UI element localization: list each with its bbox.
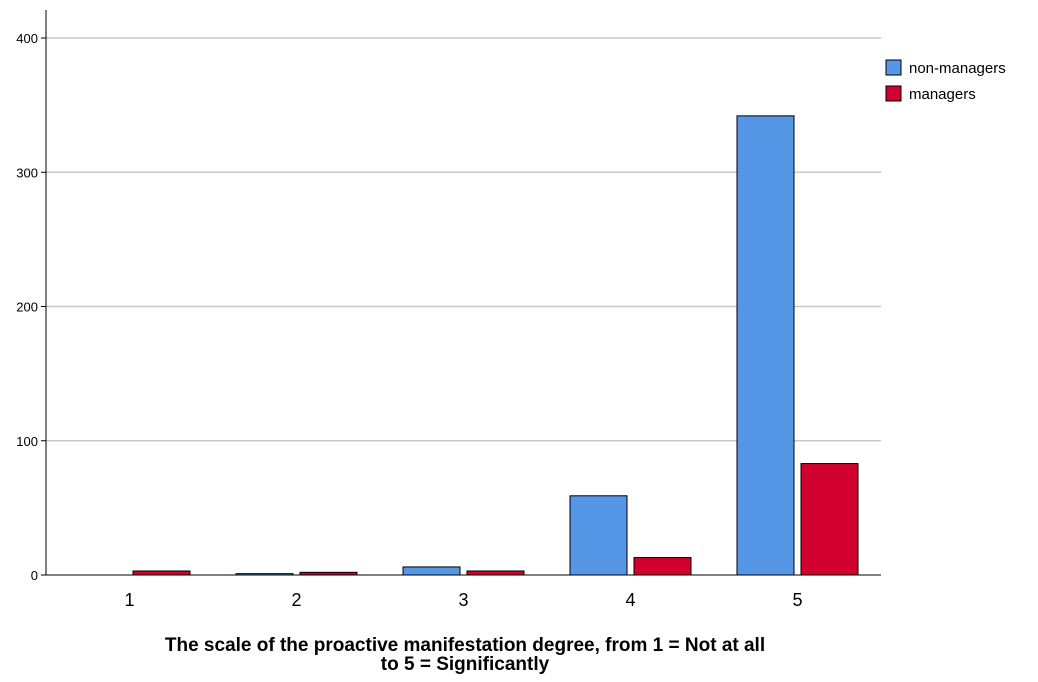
legend-label-non-managers: non-managers <box>909 60 1006 77</box>
x-axis-title-line-1: The scale of the proactive manifestation… <box>164 635 766 656</box>
x-tick-label: 1 <box>124 590 134 610</box>
y-tick-label: 300 <box>16 165 38 180</box>
x-axis-title: The scale of the proactive manifestation… <box>60 636 870 674</box>
y-tick-label: 0 <box>31 568 38 583</box>
x-tick-label: 3 <box>458 590 468 610</box>
bar-managers-4 <box>633 557 692 576</box>
y-tick-label: 100 <box>16 434 38 449</box>
bar-non-managers-5 <box>736 115 795 576</box>
y-tick-label: 200 <box>16 300 38 315</box>
x-tick-label: 5 <box>792 590 802 610</box>
bar-managers-3 <box>466 570 525 576</box>
bar-non-managers-3 <box>402 566 461 576</box>
x-tick-label: 4 <box>625 590 635 610</box>
legend-swatch-non-managers <box>885 59 902 76</box>
legend-label-managers: managers <box>909 86 976 103</box>
x-tick-label: 2 <box>291 590 301 610</box>
bar-managers-1 <box>132 570 191 576</box>
y-tick-label: 400 <box>16 31 38 46</box>
legend-swatch-managers <box>885 85 902 102</box>
x-axis-title-line-2: to 5 = Significantly <box>380 654 550 675</box>
bar-managers-5 <box>800 463 859 576</box>
bar-non-managers-4 <box>569 495 628 576</box>
